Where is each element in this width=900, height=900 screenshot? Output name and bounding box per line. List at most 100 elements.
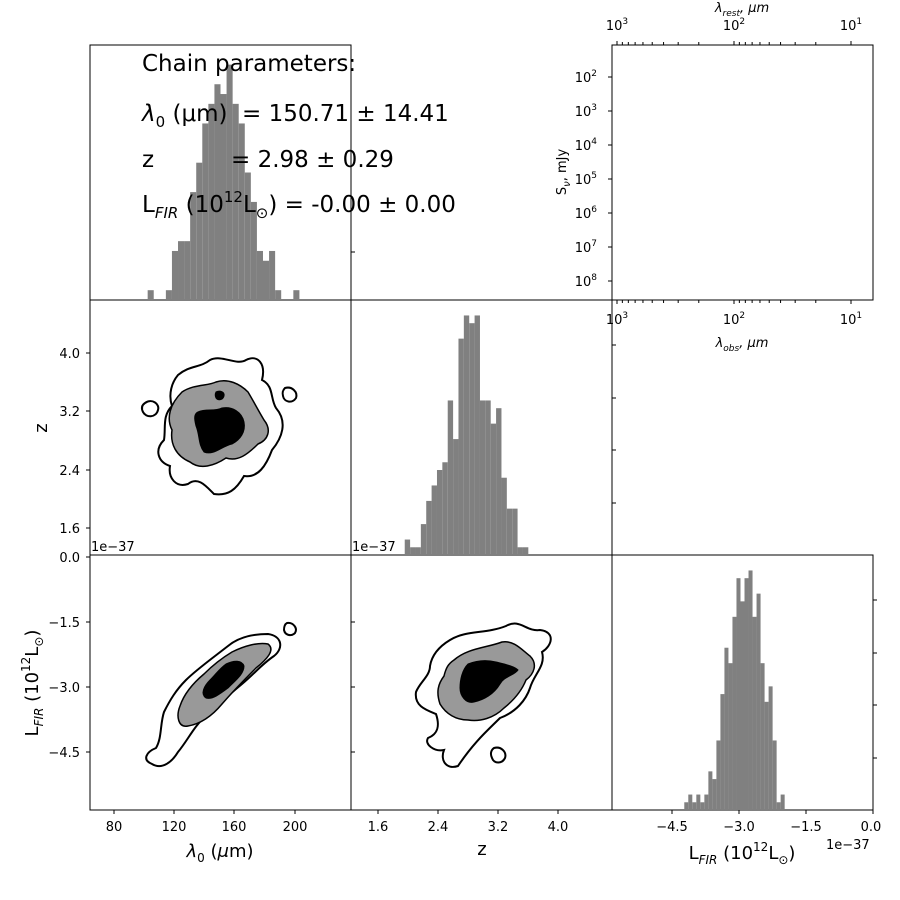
hist-bar — [147, 290, 154, 300]
sed-panel: Sν, mJy λrest, μm λobs, μm 1021031041051… — [555, 1, 862, 354]
hist-bar — [196, 162, 203, 300]
hist-bar — [688, 794, 693, 810]
hist-bar — [436, 470, 443, 555]
hist-bar — [522, 547, 529, 555]
hist-bar — [724, 647, 729, 810]
z-xtick-2.4: 2.4 — [428, 820, 449, 835]
z-tick-1.6: 1.6 — [59, 522, 80, 537]
lfir-xtick-neg1.5: −1.5 — [790, 820, 822, 835]
sed-xtick-label: 103 — [606, 17, 628, 34]
lambda0-tick-200: 200 — [283, 820, 308, 835]
z-lambda0-contours — [140, 357, 298, 496]
lfir-histogram — [684, 570, 785, 810]
hist-bar — [226, 64, 233, 300]
hist-bar — [220, 94, 227, 301]
lfir-xtick-0.0: 0.0 — [861, 820, 882, 835]
z-tick-labels: 4.0 3.2 2.4 1.6 — [59, 347, 80, 537]
hist-bar — [165, 290, 172, 300]
contour-outer-island-right — [281, 386, 298, 403]
ticks-misc-right — [351, 251, 616, 504]
contour-outer-island-left — [140, 400, 160, 418]
chain-line-z: z = 2.98 ± 0.29 — [142, 147, 394, 173]
chain-line-lambda0: λ0 (μm) = 150.71 ± 14.41 — [140, 101, 449, 131]
z-xlabel: z — [477, 839, 486, 860]
lfir-lambda0-contours — [145, 621, 297, 768]
hist-bar — [256, 250, 263, 300]
hist-bar — [517, 547, 523, 555]
z-tick-3.2: 3.2 — [59, 405, 80, 420]
chain-parameters-text: Chain parameters: λ0 (μm) = 150.71 ± 14.4… — [140, 51, 456, 222]
lfir-ytick-labels: 0.0 −1.5 −3.0 −4.5 — [48, 551, 80, 761]
svg-text:LFIR (1012L⊙): LFIR (1012L⊙) — [19, 630, 46, 737]
hist-bar — [496, 408, 502, 555]
hist-bar — [404, 539, 411, 555]
sed-xtick-label: 101 — [840, 311, 862, 328]
chain-heading: Chain parameters: — [142, 51, 356, 77]
hist-bar — [490, 423, 497, 555]
hist-bar — [501, 477, 507, 555]
sed-xtick-label: 101 — [840, 17, 862, 34]
sed-ytick-labels: 102 103 104 105 106 107 108 — [575, 69, 612, 290]
ticks-lfir-lambda0 — [86, 556, 296, 814]
hist-bar — [756, 593, 761, 810]
lambda0-histogram — [147, 64, 300, 301]
lfir-xtick-neg3.0: −3.0 — [723, 820, 755, 835]
hist-bar — [768, 686, 773, 810]
offset-label-lambda0-lfir: 1e−37 — [91, 540, 135, 555]
z-histogram — [404, 315, 529, 555]
hist-bar — [469, 323, 475, 555]
hist-bar — [474, 315, 480, 555]
contour-inner — [194, 407, 245, 454]
hist-bar — [506, 508, 513, 555]
lfir-xtick-neg4.5: −4.5 — [656, 820, 688, 835]
lambda0-tick-80: 80 — [106, 820, 123, 835]
hist-bar — [244, 172, 251, 300]
lambda0-xtick-labels: 80 120 160 200 — [106, 820, 308, 835]
hist-bar — [736, 578, 741, 810]
offset-label-z-lfir: 1e−37 — [352, 540, 396, 555]
sed-ytick-label: 103 — [575, 103, 597, 120]
hist-bar — [415, 547, 421, 555]
hist-bar — [410, 547, 416, 555]
lambda0-xlabel: λ0 (μm) — [185, 841, 253, 865]
hist-bar — [740, 601, 745, 810]
hist-bar — [712, 779, 717, 810]
sed-xtick-label: 102 — [723, 17, 745, 34]
hist-bar — [708, 771, 713, 810]
hist-bar — [780, 794, 785, 810]
z-xtick-3.2: 3.2 — [488, 820, 509, 835]
hist-bar — [190, 192, 197, 300]
z-xtick-1.6: 1.6 — [368, 820, 389, 835]
hist-bar — [171, 250, 179, 300]
lfir-tick-0.0: 0.0 — [59, 551, 80, 566]
hist-bar — [426, 500, 432, 555]
hist-bar — [772, 740, 777, 810]
hist-bar — [184, 241, 191, 300]
hist-bar — [431, 485, 437, 555]
ticks-z-lambda0 — [86, 352, 90, 529]
sed-ylabel: Sν, mJy — [555, 149, 573, 196]
hist-bar — [764, 701, 769, 810]
hist-bar — [458, 338, 464, 555]
hist-bar — [760, 663, 765, 810]
contour-inner — [202, 660, 245, 699]
z-xtick-4.0: 4.0 — [548, 820, 569, 835]
hist-bar — [463, 315, 470, 555]
contour-inner-spot — [214, 390, 225, 401]
hist-bar — [479, 400, 486, 555]
z-ylabel: z — [31, 423, 52, 432]
hist-bar — [728, 663, 733, 810]
z-tick-2.4: 2.4 — [59, 464, 80, 479]
lfir-xtick-labels: −4.5 −3.0 −1.5 0.0 — [656, 820, 881, 835]
hist-bar — [684, 802, 689, 810]
svg-text:λ0 (μm): λ0 (μm) — [185, 841, 253, 865]
sed-xtick-labels-top: 103 102 101 — [606, 17, 862, 45]
sed-xtick-label: 102 — [723, 311, 745, 328]
lfir-z-contours — [414, 622, 552, 768]
hist-bar — [214, 84, 221, 300]
sed-frame — [611, 44, 874, 301]
hist-bar — [696, 794, 701, 810]
hist-bar — [453, 439, 459, 555]
hist-bar — [720, 694, 725, 810]
sed-ytick-label: 105 — [575, 171, 597, 188]
